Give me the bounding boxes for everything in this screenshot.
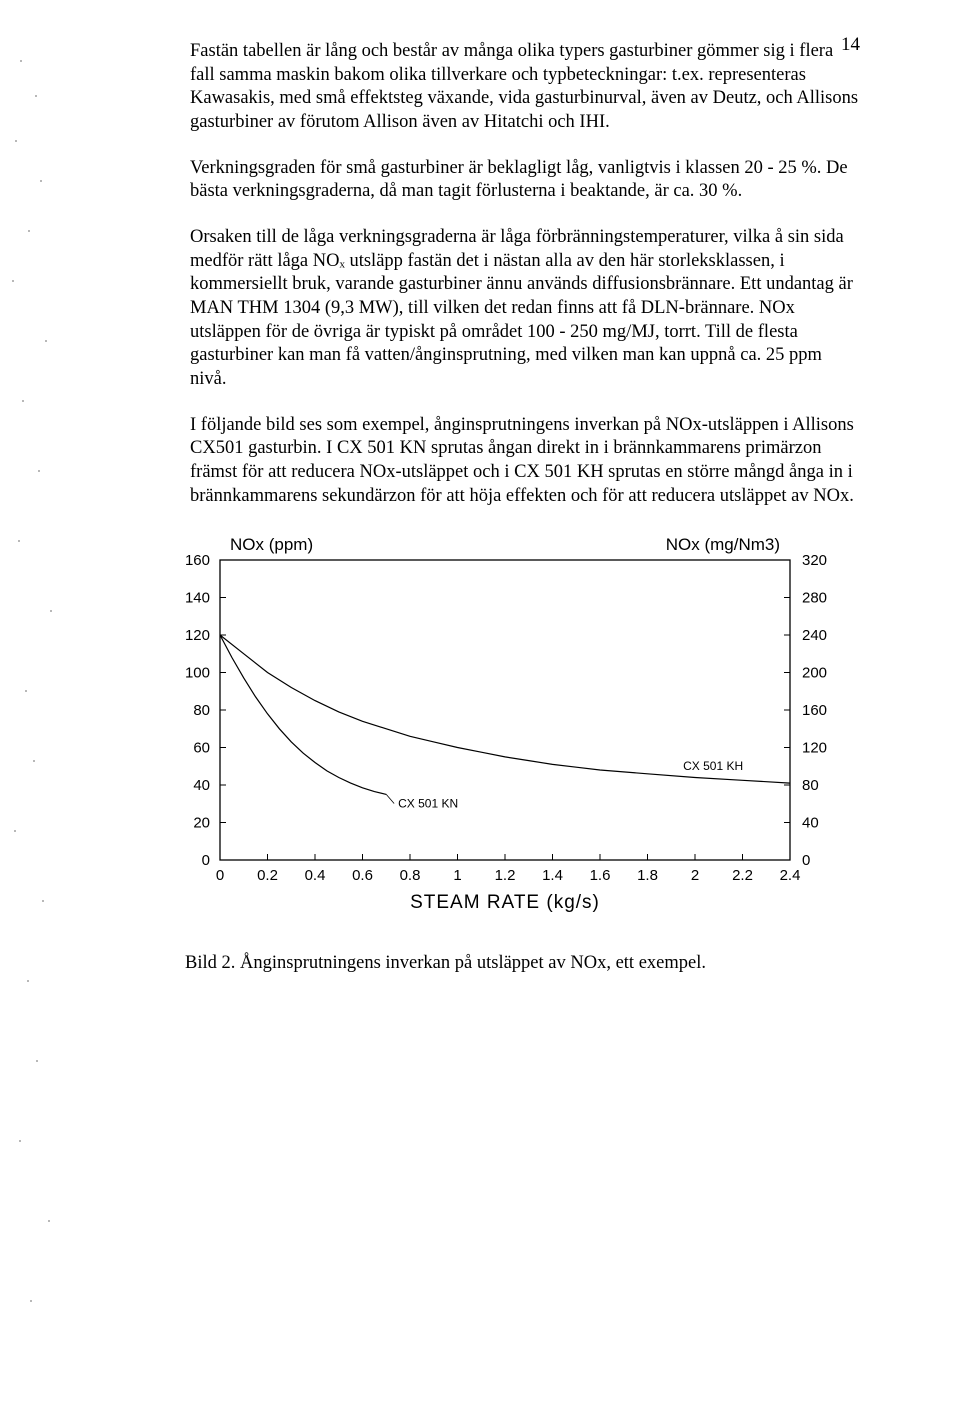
svg-text:140: 140 [185, 590, 210, 607]
svg-text:0: 0 [216, 867, 224, 884]
svg-text:240: 240 [802, 627, 827, 644]
svg-text:20: 20 [193, 815, 210, 832]
svg-text:60: 60 [193, 740, 210, 757]
svg-text:1.4: 1.4 [542, 867, 563, 884]
svg-text:40: 40 [193, 777, 210, 794]
svg-text:100: 100 [185, 665, 210, 682]
svg-text:1.6: 1.6 [590, 867, 611, 884]
svg-text:0.8: 0.8 [400, 867, 421, 884]
svg-text:320: 320 [802, 552, 827, 569]
paragraph-2: Verkningsgraden för små gasturbiner är b… [190, 157, 860, 204]
svg-text:120: 120 [802, 740, 827, 757]
paragraph-4: I följande bild ses som exempel, ånginsp… [190, 414, 860, 509]
svg-text:CX 501 KN: CX 501 KN [398, 797, 458, 811]
svg-text:NOx (ppm): NOx (ppm) [230, 535, 313, 554]
svg-text:1.2: 1.2 [495, 867, 516, 884]
svg-text:2.2: 2.2 [732, 867, 753, 884]
svg-text:2.4: 2.4 [780, 867, 801, 884]
svg-text:280: 280 [802, 590, 827, 607]
svg-text:CX 501 KH: CX 501 KH [683, 759, 743, 773]
svg-text:80: 80 [193, 702, 210, 719]
paragraph-1: Fastän tabellen är lång och består av må… [190, 40, 860, 135]
svg-text:1: 1 [453, 867, 461, 884]
svg-text:160: 160 [185, 552, 210, 569]
svg-text:1.8: 1.8 [637, 867, 658, 884]
nox-chart: 00.20.40.60.811.21.41.61.822.22.40204060… [150, 530, 860, 935]
svg-text:160: 160 [802, 702, 827, 719]
svg-text:0: 0 [802, 852, 810, 869]
paragraph-3: Orsaken till de låga verkningsgraderna ä… [190, 226, 860, 392]
svg-text:0.2: 0.2 [257, 867, 278, 884]
svg-text:NOx (mg/Nm3): NOx (mg/Nm3) [666, 535, 780, 554]
svg-text:0.4: 0.4 [305, 867, 326, 884]
svg-text:0: 0 [202, 852, 210, 869]
svg-text:STEAM RATE (kg/s): STEAM RATE (kg/s) [410, 892, 600, 913]
figure-caption: Bild 2. Ånginsprutningens inverkan på ut… [185, 953, 860, 974]
svg-text:40: 40 [802, 815, 819, 832]
svg-text:80: 80 [802, 777, 819, 794]
body-text: Fastän tabellen är lång och består av må… [190, 40, 860, 508]
svg-text:120: 120 [185, 627, 210, 644]
svg-text:2: 2 [691, 867, 699, 884]
svg-text:0.6: 0.6 [352, 867, 373, 884]
page-number: 14 [841, 34, 860, 56]
svg-text:200: 200 [802, 665, 827, 682]
